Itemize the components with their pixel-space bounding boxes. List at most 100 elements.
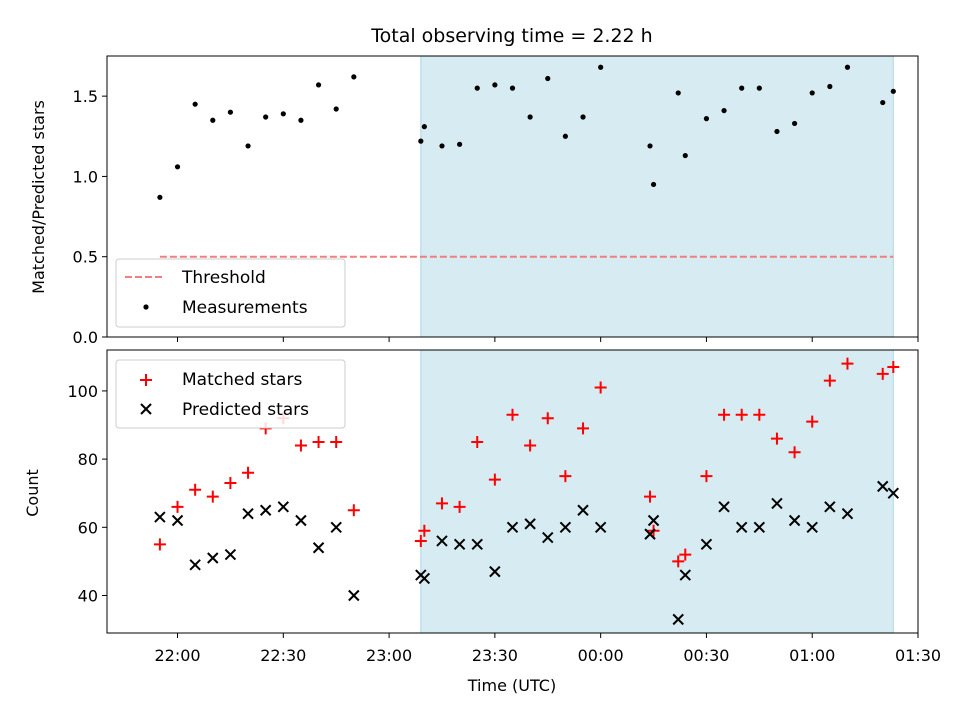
- matched-star-marker: [753, 408, 766, 421]
- matched-star-marker: [347, 504, 360, 517]
- bottom-highlight-span: [420, 349, 894, 634]
- measurement-point: [245, 143, 251, 149]
- matched-star-marker: [524, 439, 537, 452]
- predicted-star-marker: [718, 501, 730, 513]
- matched-star-marker: [672, 555, 685, 568]
- matched-star-marker: [679, 548, 692, 561]
- measurement-point: [351, 74, 357, 80]
- measurement-point: [263, 114, 269, 120]
- matched-star-marker: [171, 500, 184, 513]
- legend-threshold-label: Threshold: [181, 268, 266, 288]
- legend-predicted-swatch: [140, 403, 152, 415]
- measurement-point: [890, 88, 896, 94]
- predicted-star-marker: [700, 538, 713, 551]
- predicted-star-marker: [348, 589, 360, 602]
- predicted-star-marker: [841, 507, 854, 520]
- matched-star-marker: [559, 470, 572, 483]
- matched-star-marker: [788, 446, 801, 459]
- legend-measurements-label: Measurements: [182, 298, 308, 318]
- top-panel: 0.0 0.5 1.0 1.5 Matched/Predicted stars Thr…: [29, 55, 919, 347]
- top-y-tick-label: 1.0: [73, 167, 98, 186]
- predicted-star-marker: [506, 521, 519, 534]
- measurement-point: [457, 141, 463, 147]
- bottom-x-axis: 22:00 22:30 23:00 23:30 00:00 00:30 01:00 01:30: [154, 633, 941, 665]
- bottom-legend-box: [115, 359, 346, 429]
- predicted-stars-layer: [154, 480, 900, 626]
- predicted-star-marker: [679, 569, 691, 581]
- matched-star-marker: [541, 412, 554, 425]
- predicted-star-marker: [471, 538, 483, 551]
- measurement-point: [474, 85, 480, 91]
- measurement-point: [682, 152, 688, 159]
- matched-star-marker: [294, 439, 307, 452]
- predicted-star-marker: [887, 487, 900, 499]
- measurement-point: [809, 90, 815, 96]
- legend-measurements-swatch: [143, 304, 149, 310]
- predicted-star-marker: [436, 535, 448, 547]
- measurement-point: [545, 75, 551, 82]
- measurement-point: [174, 164, 181, 170]
- matched-star-marker: [242, 466, 255, 479]
- measurement-point: [227, 109, 234, 115]
- matched-star-marker: [594, 381, 607, 394]
- predicted-star-marker: [788, 514, 801, 527]
- top-measurements-layer: [157, 64, 896, 200]
- bottom-y-tick-label: 40: [78, 586, 98, 605]
- predicted-star-marker: [171, 514, 184, 527]
- top-x-ticks: [177, 337, 919, 342]
- predicted-star-marker: [594, 521, 607, 534]
- chart-title: Total observing time = 2.22 h: [370, 25, 652, 47]
- measurement-point: [650, 181, 657, 188]
- measurement-point: [210, 117, 216, 123]
- matched-star-marker: [418, 524, 431, 537]
- measurement-point: [580, 114, 586, 120]
- bottom-x-tick-label: 23:00: [366, 646, 412, 665]
- legend-matched-swatch: [140, 374, 152, 386]
- measurement-point: [675, 90, 681, 96]
- predicted-star-marker: [207, 552, 219, 564]
- measurement-point: [598, 64, 604, 70]
- predicted-star-marker: [295, 514, 307, 527]
- predicted-star-marker: [771, 497, 783, 510]
- matched-star-marker: [414, 534, 427, 547]
- bottom-x-tick-label: 22:00: [154, 646, 200, 665]
- predicted-star-marker: [647, 514, 660, 527]
- top-legend-box: [115, 258, 346, 328]
- matched-star-marker: [153, 538, 166, 551]
- matched-star-marker: [735, 408, 748, 421]
- top-y-tick-label: 0.0: [73, 328, 98, 347]
- predicted-star-marker: [277, 501, 290, 513]
- matched-star-marker: [841, 357, 854, 370]
- matched-star-marker: [453, 500, 466, 513]
- matched-star-marker: [700, 470, 713, 483]
- measurement-point: [492, 82, 498, 88]
- predicted-star-marker: [259, 504, 272, 516]
- predicted-star-marker: [735, 521, 748, 534]
- matched-star-marker: [718, 408, 731, 421]
- measurement-point: [774, 128, 780, 135]
- top-y-axis: 0.0 0.5 1.0 1.5: [73, 87, 107, 347]
- predicted-star-marker: [806, 521, 818, 534]
- bottom-x-tick-label: 00:00: [578, 646, 624, 665]
- top-y-tick-label: 0.5: [73, 248, 98, 267]
- predicted-star-marker: [824, 501, 836, 513]
- matched-star-marker: [806, 415, 819, 428]
- measurement-point: [333, 106, 339, 112]
- bottom-y-tick-label: 100: [67, 382, 98, 401]
- matched-star-marker: [506, 408, 519, 421]
- measurement-point: [527, 114, 533, 120]
- bottom-panel: 40 60 80 100 22:00 22:30 23:00 23:30 00:00 00:30…: [23, 349, 941, 695]
- matched-star-marker: [471, 436, 484, 449]
- predicted-star-marker: [224, 548, 237, 561]
- measurement-point: [418, 138, 424, 144]
- predicted-star-marker: [330, 521, 342, 534]
- x-axis-label: Time (UTC): [467, 676, 556, 695]
- measurement-point: [647, 143, 653, 149]
- predicted-star-marker: [542, 531, 554, 544]
- matched-star-marker: [189, 483, 202, 496]
- bottom-y-axis: 40 60 80 100: [67, 382, 107, 605]
- predicted-star-marker: [877, 480, 889, 493]
- bottom-x-tick-label: 22:30: [260, 646, 306, 665]
- matched-star-marker: [577, 422, 590, 435]
- measurement-point: [791, 120, 798, 127]
